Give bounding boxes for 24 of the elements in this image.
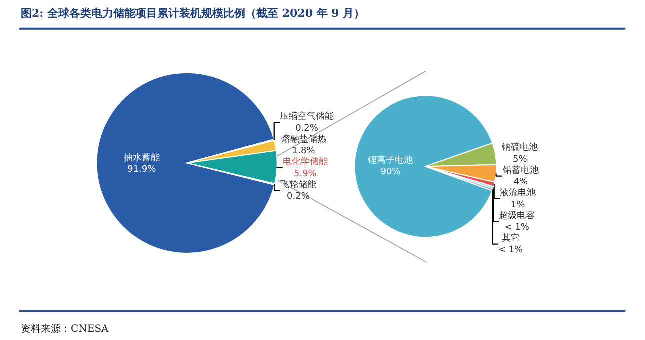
data-label: 90% <box>380 168 402 178</box>
data-label: < 1% <box>498 246 524 256</box>
chart-title: 图2: 全球各类电力储能项目累计装机规模比例（截至 2020 年 9 月） <box>21 7 366 20</box>
slice-label: 锂离子电池 <box>367 155 414 166</box>
slice-label: 铅蓄电池 <box>502 164 539 176</box>
data-label: 1.8% <box>292 146 316 157</box>
data-label: 5.9% <box>294 169 318 180</box>
slice-label: 钠硫电池 <box>501 142 538 154</box>
slice-label: 电化学储能 <box>282 156 328 168</box>
slice-label: 熔融盐储热 <box>281 134 326 145</box>
data-label: 0.2% <box>287 192 310 202</box>
data-label: 1% <box>510 200 526 210</box>
data-label: < 1% <box>504 223 530 234</box>
slice-label: 其它 <box>502 233 520 244</box>
slice-label: 抽水蓄能 <box>124 152 160 164</box>
slice-label: 超级电容 <box>499 210 536 222</box>
data-label: 91.9% <box>128 165 157 176</box>
slice-label: 液流电池 <box>500 188 536 199</box>
data-label: 5% <box>513 154 528 165</box>
data-label: 4% <box>514 178 529 188</box>
slice-label: 飞轮储能 <box>280 179 316 190</box>
slice-label: 压缩空气储能 <box>280 111 334 122</box>
data-label: 0.2% <box>296 124 319 134</box>
text: 资料来源：CNESA <box>21 323 110 335</box>
